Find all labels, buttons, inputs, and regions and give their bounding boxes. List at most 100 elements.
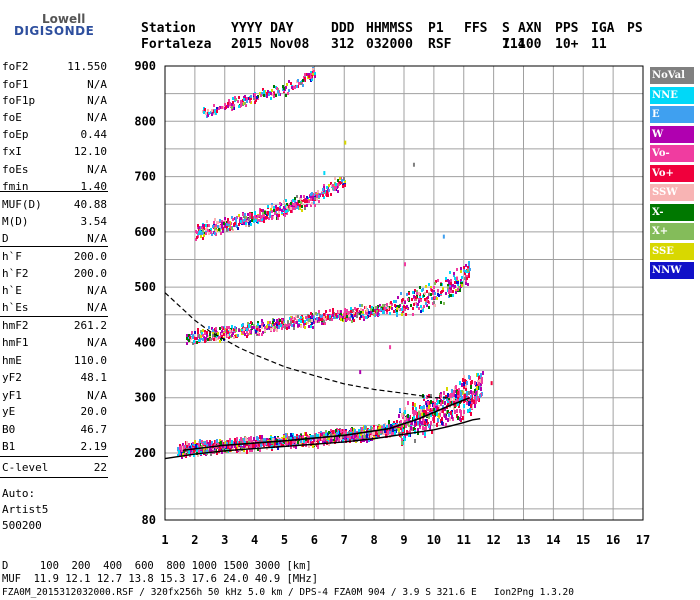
- x-tick-15: 15: [576, 533, 590, 547]
- param-value-8: 40.88: [73, 198, 107, 211]
- y-tick-80: 80: [142, 513, 156, 527]
- param-value-12: 200.0: [73, 267, 107, 280]
- outlier-0: [344, 140, 347, 145]
- param-value-1: N/A: [87, 78, 107, 91]
- param-value-21: 46.7: [80, 423, 108, 436]
- param-value-10: N/A: [87, 232, 107, 245]
- legend-item-x-: X+: [650, 223, 694, 240]
- x-tick-7: 7: [341, 533, 348, 547]
- auto-method: Artist5: [2, 503, 49, 516]
- param-value-11: 200.0: [73, 250, 107, 263]
- x-tick-1: 1: [161, 533, 168, 547]
- header-value-6: 714: [502, 37, 526, 52]
- x-tick-2: 2: [191, 533, 198, 547]
- footer-muf-row: MUF 11.9 12.1 12.7 13.8 15.3 17.6 24.0 4…: [2, 573, 319, 585]
- param-value-22: 2.19: [80, 440, 108, 453]
- x-tick-17: 17: [636, 533, 650, 547]
- param-value-18: 48.1: [80, 371, 108, 384]
- outlier-5: [359, 370, 362, 375]
- auto-code: 500200: [2, 519, 42, 532]
- param-label-15: hmF2: [2, 319, 29, 332]
- x-tick-12: 12: [486, 533, 500, 547]
- y-tick-700: 700: [134, 170, 156, 184]
- param-value-15: 261.2: [73, 319, 107, 332]
- param-value-9: 3.54: [80, 215, 108, 228]
- trace-third-hop: [195, 177, 346, 241]
- param-label-23: C-level: [2, 461, 49, 474]
- footer-d-row: D 100 200 400 600 800 1000 1500 3000 [km…: [2, 560, 312, 572]
- header-label-8: PPS: [555, 21, 579, 36]
- legend-item-w: W: [650, 125, 694, 143]
- trace-fourth-hop: [202, 67, 316, 118]
- header-value-4: RSF: [428, 37, 452, 52]
- param-label-4: foEp: [2, 128, 29, 141]
- param-divider-1: [0, 246, 108, 247]
- param-label-7: fmin: [2, 180, 29, 193]
- legend-item-ssw: SSW: [650, 184, 694, 201]
- header-label-4: P1: [428, 21, 444, 36]
- header-value-1: 2015 Nov08: [231, 37, 310, 52]
- fitted-trace: [182, 396, 471, 452]
- param-value-17: 110.0: [73, 354, 107, 367]
- trace-second-hop: [186, 261, 471, 345]
- outlier-7: [490, 381, 493, 386]
- x-tick-3: 3: [221, 533, 228, 547]
- param-value-7: 1.40: [80, 180, 108, 193]
- legend-item-sse: SSE: [650, 242, 694, 260]
- param-label-16: hmF1: [2, 336, 29, 349]
- param-value-0: 11.550: [67, 60, 107, 73]
- param-label-21: B0: [2, 423, 16, 436]
- header-value-9: 11: [591, 37, 607, 52]
- x-tick-14: 14: [546, 533, 560, 547]
- legend-item-e: E: [650, 106, 694, 123]
- y-tick-800: 800: [134, 114, 156, 128]
- x-tick-16: 16: [606, 533, 620, 547]
- param-value-5: 12.10: [73, 145, 107, 158]
- y-tick-900: 900: [134, 59, 156, 73]
- header-value-0: Fortaleza: [141, 37, 212, 52]
- profile-curve: [164, 418, 481, 460]
- legend-item-vo-: Vo+: [650, 164, 694, 182]
- header-label-3: HHMMSS: [366, 21, 413, 36]
- param-divider-3: [0, 456, 108, 457]
- outlier-2: [404, 262, 406, 267]
- x-tick-5: 5: [281, 533, 288, 547]
- param-label-14: h`Es: [2, 301, 29, 314]
- y-tick-600: 600: [134, 225, 156, 239]
- y-tick-300: 300: [134, 391, 156, 405]
- param-label-19: yF1: [2, 389, 22, 402]
- x-tick-4: 4: [251, 533, 258, 547]
- param-value-3: N/A: [87, 111, 107, 124]
- tick-labels: 1 2 3 4 5 6 7 8 9 10 11 12 13 14 15 16 17802003004005006…: [134, 59, 650, 547]
- y-tick-400: 400: [134, 335, 156, 349]
- y-tick-200: 200: [134, 446, 156, 460]
- legend-item-nne: NNE: [650, 86, 694, 104]
- param-label-12: h`F2: [2, 267, 29, 280]
- x-tick-10: 10: [427, 533, 441, 547]
- legend-item-x-: X-: [650, 203, 694, 221]
- param-label-17: hmE: [2, 354, 22, 367]
- x-tick-6: 6: [311, 533, 318, 547]
- param-label-5: fxI: [2, 145, 22, 158]
- header-label-6: S: [502, 21, 510, 36]
- param-label-6: foEs: [2, 163, 29, 176]
- header-value-8: 10+: [555, 37, 579, 52]
- x-tick-13: 13: [516, 533, 530, 547]
- header-label-5: FFS: [464, 21, 488, 36]
- legend-item-vo-: Vo-: [650, 145, 694, 162]
- param-value-14: N/A: [87, 301, 107, 314]
- legend-item-nnw: NNW: [650, 262, 694, 279]
- header-label-9: IGA: [591, 21, 615, 36]
- param-value-4: 0.44: [80, 128, 108, 141]
- param-label-10: D: [2, 232, 9, 245]
- param-value-6: N/A: [87, 163, 107, 176]
- param-label-22: B1: [2, 440, 16, 453]
- header-value-3: 032000: [366, 37, 413, 52]
- param-divider-0: [0, 191, 108, 192]
- header-label-7: AXN: [518, 21, 542, 36]
- footer-info-row: FZA0M_2015312032000.RSF / 320fx256h 50 k…: [2, 587, 574, 598]
- header-label-0: Station: [141, 21, 196, 36]
- param-value-13: N/A: [87, 284, 107, 297]
- y-tick-500: 500: [134, 280, 156, 294]
